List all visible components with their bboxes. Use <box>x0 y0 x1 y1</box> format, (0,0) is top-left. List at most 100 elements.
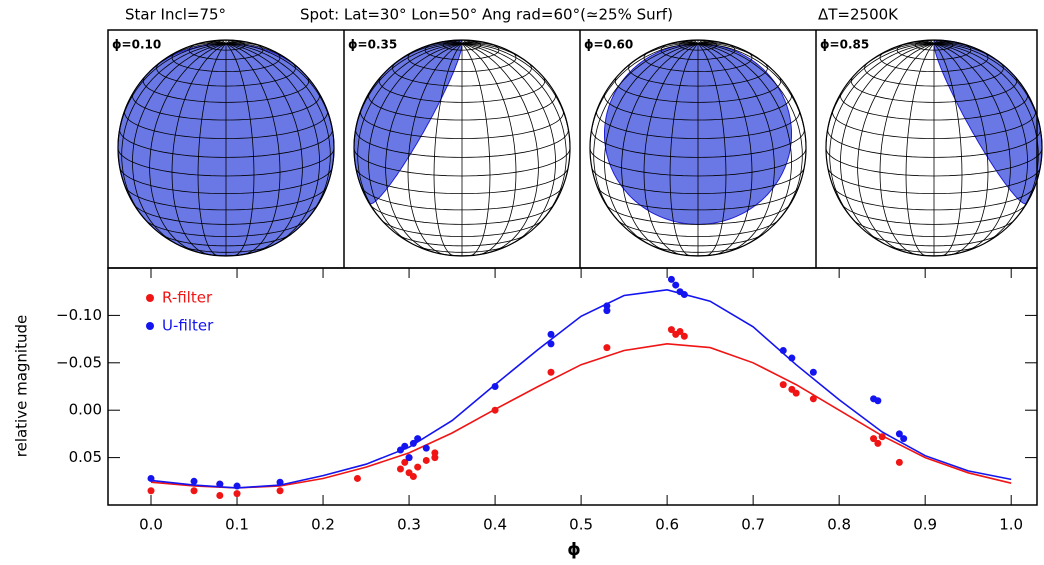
sphere-grid-line <box>197 43 227 256</box>
y-tick-label: 0.05 <box>69 448 102 466</box>
title: Spot: Lat=30° Lon=50° Ang rad=60°(≃25% S… <box>300 6 673 24</box>
data-point <box>422 444 430 452</box>
sphere-outline <box>117 39 335 257</box>
y-tick-label: 0.00 <box>69 401 102 419</box>
sphere-grid-line <box>829 43 935 224</box>
x-tick-label: 0.1 <box>225 516 249 534</box>
data-point <box>401 458 409 466</box>
data-point <box>414 463 422 471</box>
data-point <box>895 430 903 438</box>
title: ΔT=2500K <box>818 6 899 24</box>
data-point <box>491 383 499 390</box>
data-point <box>409 473 417 481</box>
data-point <box>809 368 817 376</box>
data-point <box>603 344 611 352</box>
sphere-outline <box>589 39 807 257</box>
data-point <box>147 487 155 495</box>
data-point <box>672 281 680 289</box>
data-point <box>667 326 675 334</box>
data-point <box>547 368 555 376</box>
data-point <box>779 346 787 354</box>
sphere-grid-line <box>132 43 227 246</box>
data-point <box>409 439 417 447</box>
panel-label: ϕ=0.85 <box>820 38 869 52</box>
legend-marker <box>146 322 154 330</box>
legend-marker <box>146 294 154 302</box>
model-curve <box>150 288 1012 489</box>
sphere-grid-line <box>225 43 331 224</box>
sphere-grid-line <box>697 43 775 253</box>
sphere-grid-line <box>357 43 463 224</box>
data-point <box>216 492 224 500</box>
sphere-grid-line <box>225 43 303 253</box>
sphere-grid-line <box>933 43 1039 224</box>
sphere-grid-line <box>461 43 491 256</box>
data-point <box>680 332 688 340</box>
sphere-grid-line <box>621 43 699 253</box>
panel-label: ϕ=0.10 <box>112 38 161 52</box>
panel-label: ϕ=0.35 <box>348 38 397 52</box>
y-axis-label: relative magnitude <box>13 315 31 458</box>
sphere-grid-line <box>461 43 539 253</box>
sphere-grid-line <box>933 43 963 256</box>
x-tick-label: 0.5 <box>569 516 593 534</box>
data-point <box>405 454 413 462</box>
sphere-grid-line <box>433 43 463 256</box>
data-point <box>276 478 284 486</box>
data-point <box>603 307 611 315</box>
sphere-grid-line <box>407 43 463 256</box>
sphere-grid-line <box>461 43 567 224</box>
y-tick-label: −0.10 <box>56 306 102 324</box>
sphere-grid-line <box>697 43 792 246</box>
x-tick-label: 0.7 <box>741 516 765 534</box>
sphere-grid-line <box>933 43 1011 253</box>
sphere-grid-line <box>697 43 727 256</box>
legend-label: R-filter <box>162 289 213 307</box>
data-point <box>667 275 675 283</box>
sphere-grid-line <box>121 43 227 224</box>
data-point <box>190 477 198 485</box>
data-point <box>190 487 198 495</box>
sphere-grid-line <box>461 43 517 256</box>
sphere-grid-line <box>643 43 699 256</box>
sphere-grid-line <box>840 43 935 246</box>
x-tick-label: 0.3 <box>397 516 421 534</box>
sphere-outline <box>353 39 571 257</box>
sphere-grid-line <box>905 43 935 256</box>
plot-frame <box>107 267 1038 506</box>
sphere-grid-line <box>669 43 699 256</box>
x-tick-label: 0.9 <box>913 516 937 534</box>
x-tick-label: 0.8 <box>827 516 851 534</box>
legend-label: U-filter <box>162 317 214 335</box>
data-point <box>874 397 882 405</box>
sphere-grid-line <box>385 43 463 253</box>
sphere-grid-line <box>225 43 255 256</box>
sphere-grid-line <box>149 43 227 253</box>
data-point <box>676 328 684 336</box>
data-point <box>396 465 404 473</box>
data-point <box>276 487 284 495</box>
sphere-grid-line <box>697 43 753 256</box>
x-tick-label: 0.6 <box>655 516 679 534</box>
sphere-outline <box>825 39 1043 257</box>
sphere-panels: ϕ=0.10 ϕ=0.35 ϕ=0.60 ϕ=0.85 <box>112 38 1043 257</box>
data-point <box>870 435 878 443</box>
x-axis-label: ϕ <box>567 540 581 560</box>
sphere-grid-line <box>697 43 803 224</box>
data-point <box>233 482 241 490</box>
sphere-grid-line <box>225 43 320 246</box>
data-point <box>878 433 886 441</box>
sphere-grid-line <box>593 43 699 224</box>
sphere-grid-line <box>171 43 227 256</box>
sphere-grid-line <box>604 43 699 246</box>
sphere-grid-line <box>879 43 935 256</box>
data-point <box>900 435 908 443</box>
model-curve <box>150 342 1012 489</box>
data-point <box>788 354 796 362</box>
data-point <box>414 435 422 443</box>
sphere-grid-line <box>461 43 556 246</box>
data-point <box>233 490 241 498</box>
sphere-grid-line <box>933 43 1028 246</box>
data-point <box>680 291 688 299</box>
